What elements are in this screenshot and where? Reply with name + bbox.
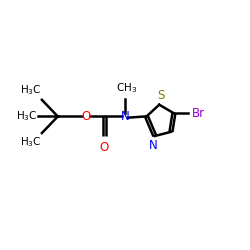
Text: O: O xyxy=(81,110,90,123)
Text: H$_3$C: H$_3$C xyxy=(16,110,38,123)
Text: CH$_3$: CH$_3$ xyxy=(116,82,137,95)
Text: S: S xyxy=(157,89,164,102)
Text: O: O xyxy=(100,141,109,154)
Text: N: N xyxy=(149,140,158,152)
Text: H$_3$C: H$_3$C xyxy=(20,84,41,98)
Text: N: N xyxy=(120,110,130,123)
Text: Br: Br xyxy=(192,107,204,120)
Text: H$_3$C: H$_3$C xyxy=(20,136,41,149)
